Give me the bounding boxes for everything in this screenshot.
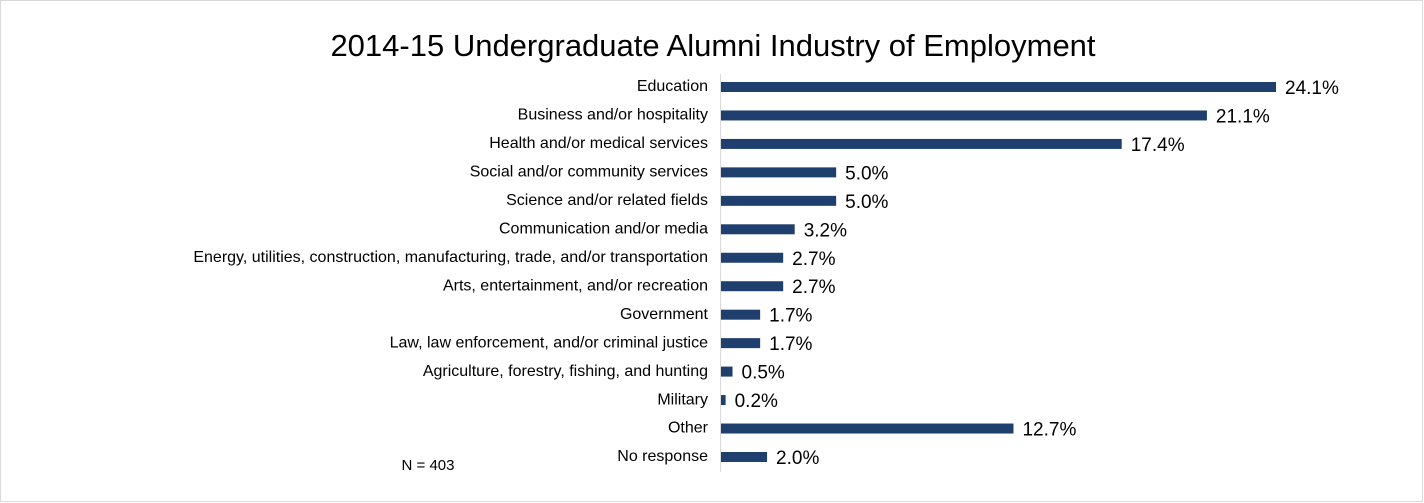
annotation: N = 403 xyxy=(402,457,455,474)
value-label: 2.7% xyxy=(792,249,835,270)
category-label: Communication and/or media xyxy=(499,221,708,238)
bar xyxy=(721,395,726,406)
bar xyxy=(721,138,1122,149)
bar xyxy=(721,167,837,178)
bar xyxy=(721,366,733,377)
chart-title: 2014-15 Undergraduate Alumni Industry of… xyxy=(330,28,1095,63)
value-label: 24.1% xyxy=(1285,78,1339,99)
bar xyxy=(721,252,784,263)
value-label: 2.7% xyxy=(792,277,835,298)
value-label: 5.0% xyxy=(845,192,888,213)
category-label: Science and/or related fields xyxy=(506,192,708,209)
category-label: Energy, utilities, construction, manufac… xyxy=(193,249,708,266)
category-label: Education xyxy=(637,78,708,95)
value-label: 21.1% xyxy=(1216,106,1270,127)
bar xyxy=(721,110,1207,121)
bar xyxy=(721,195,837,206)
category-label: Arts, entertainment, and/or recreation xyxy=(443,277,708,294)
category-label: Business and/or hospitality xyxy=(518,107,708,124)
value-label: 1.7% xyxy=(769,306,812,327)
bar xyxy=(721,224,795,235)
category-label: Other xyxy=(668,420,709,437)
value-label: 3.2% xyxy=(804,220,847,241)
value-label: 1.7% xyxy=(769,334,812,355)
category-label: Health and/or medical services xyxy=(489,135,708,152)
category-label: Social and/or community services xyxy=(470,164,708,181)
bar xyxy=(721,451,768,462)
category-label: Military xyxy=(657,391,708,408)
bar xyxy=(721,338,761,349)
value-label: 0.5% xyxy=(742,363,785,384)
value-label: 5.0% xyxy=(845,163,888,184)
bar xyxy=(721,82,1277,92)
category-label: No response xyxy=(617,448,708,465)
value-label: 12.7% xyxy=(1022,420,1076,441)
value-label: 0.2% xyxy=(735,391,778,412)
bar xyxy=(721,423,1014,434)
category-label: Agriculture, forestry, fishing, and hunt… xyxy=(423,363,708,380)
category-label: Law, law enforcement, and/or criminal ju… xyxy=(390,334,708,351)
value-label: 2.0% xyxy=(776,448,819,469)
value-label: 17.4% xyxy=(1131,135,1185,156)
category-label: Government xyxy=(620,306,709,323)
bar xyxy=(721,309,761,320)
bar xyxy=(721,281,784,292)
